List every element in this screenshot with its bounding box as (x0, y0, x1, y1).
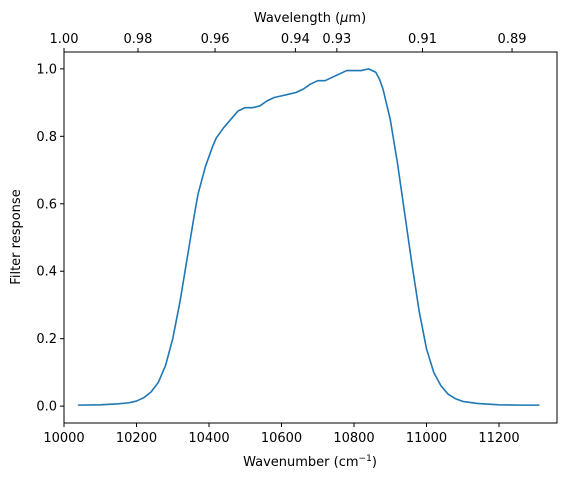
plot-area-frame (63, 51, 558, 424)
y-tick-label: 0.2 (36, 332, 57, 347)
x-tick-label: 11000 (406, 431, 447, 446)
x-tick-label: 10800 (333, 431, 374, 446)
top-tick-label: 0.94 (281, 32, 310, 47)
top-tick-label: 0.96 (201, 32, 230, 47)
top-tick-label: 0.93 (322, 32, 351, 47)
y-tick-label: 0.8 (36, 130, 57, 145)
y-axis-label: Filter response (9, 189, 24, 284)
top-axis-label: Wavelength (μm) (254, 11, 366, 26)
x-axis-label: Wavenumber (cm−1) (243, 454, 377, 470)
y-tick-label: 0.6 (36, 197, 57, 212)
y-tick-label: 0.4 (36, 265, 57, 280)
y-tick-label: 0.0 (36, 400, 57, 415)
x-tick-label: 10600 (261, 431, 302, 446)
y-axis-ticks: 0.0 0.2 0.4 0.6 0.8 1.0 (36, 62, 64, 415)
x-tick-label: 10000 (43, 431, 84, 446)
x-tick-label: 10200 (116, 431, 157, 446)
top-axis-ticks: 1.00 0.98 0.96 0.94 0.93 0.91 0.89 (50, 32, 527, 52)
series-line (77, 68, 540, 406)
y-tick-label: 1.0 (36, 62, 57, 77)
top-tick-label: 0.91 (408, 32, 437, 47)
x-axis-ticks: 10000 10200 10400 10600 10800 11000 11200 (43, 423, 520, 446)
x-tick-label: 10400 (188, 431, 229, 446)
series-layer (77, 68, 540, 406)
x-tick-label: 11200 (478, 431, 519, 446)
top-tick-label: 1.00 (50, 32, 79, 47)
top-tick-label: 0.89 (498, 32, 527, 47)
top-tick-label: 0.98 (124, 32, 153, 47)
